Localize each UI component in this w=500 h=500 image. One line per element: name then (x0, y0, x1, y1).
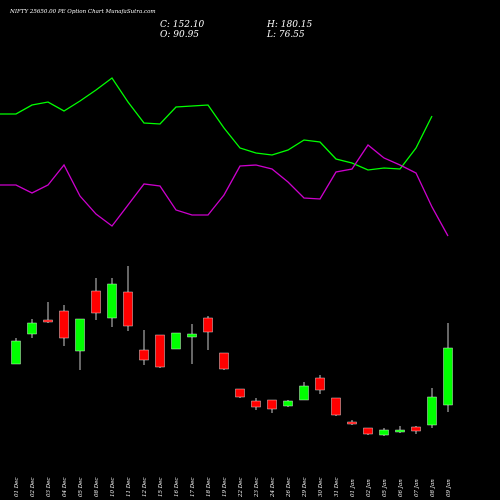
x-tick-label: 04 Dec (62, 478, 68, 498)
x-tick-label: 10 Dec (110, 478, 116, 498)
x-tick-label: 12 Dec (142, 478, 148, 498)
candles-group (11, 266, 453, 436)
candle-body (267, 399, 277, 410)
x-tick-label: 23 Dec (254, 478, 260, 499)
candle-body (331, 397, 341, 416)
x-tick-label: 02 Dec (30, 478, 36, 498)
x-tick-label: 06 Jan (398, 479, 404, 497)
x-tick-label: 30 Dec (318, 478, 324, 498)
x-tick-label: 07 Jan (414, 479, 420, 497)
x-tick-label: 08 Jan (430, 479, 436, 497)
x-tick-label: 26 Dec (286, 478, 292, 499)
candle-body (283, 400, 293, 407)
candle-body (139, 349, 149, 361)
x-tick-label: 11 Dec (126, 478, 132, 498)
candle-body (299, 385, 309, 401)
candle-body (43, 319, 53, 323)
candle-body (75, 318, 85, 352)
candle-body (219, 352, 229, 370)
candle-body (187, 333, 197, 338)
candle-body (411, 426, 421, 432)
candle-body (123, 291, 133, 327)
candle-body (363, 427, 373, 435)
x-tick-label: 03 Dec (46, 478, 52, 498)
x-tick-label: 01 Jan (350, 479, 356, 497)
candle-body (443, 347, 453, 406)
candle-body (315, 377, 325, 391)
x-tick-label: 31 Dec (334, 478, 340, 498)
x-tick-label: 09 Jan (446, 479, 452, 497)
high-value: H: 180.15 (266, 20, 313, 30)
x-tick-label: 17 Dec (190, 478, 196, 498)
candle-body (347, 421, 357, 425)
candle-body (235, 388, 245, 398)
candle-body (11, 340, 21, 365)
x-tick-label: 19 Dec (222, 478, 228, 498)
x-tick-label: 15 Dec (158, 478, 164, 498)
candle-body (395, 429, 405, 433)
x-tick-label: 18 Dec (206, 478, 212, 498)
candle-body (27, 322, 37, 335)
candle-body (251, 400, 261, 408)
close-value: C: 152.10 (160, 20, 205, 30)
x-axis-ticks: 01 Dec 02 Dec 03 Dec 04 Dec 05 Dec 08 Dec 10 D… (14, 478, 452, 499)
candle-body (91, 290, 101, 314)
x-tick-label: 05 Jan (382, 479, 388, 497)
candle-body (155, 334, 165, 368)
candle-body (427, 396, 437, 426)
x-tick-label: 05 Dec (78, 478, 84, 498)
x-tick-label: 29 Dec (302, 478, 308, 499)
candle-body (59, 310, 69, 339)
magenta-indicator-line (0, 144, 449, 237)
candle-body (107, 283, 117, 319)
candle-body (171, 332, 181, 350)
x-tick-label: 16 Dec (174, 478, 180, 498)
green-indicator-line (0, 77, 433, 171)
x-tick-label: 02 Jan (366, 479, 372, 497)
candle-body (203, 317, 213, 333)
x-tick-label: 01 Dec (14, 478, 20, 498)
x-tick-label: 08 Dec (94, 478, 100, 498)
low-value: L: 76.55 (266, 30, 305, 40)
chart-title: NIFTY 25650.00 PE Option Chart MunafaSut… (9, 9, 156, 15)
candle-body (379, 429, 389, 436)
x-tick-label: 24 Dec (270, 478, 276, 499)
open-value: O: 90.95 (160, 30, 199, 40)
x-tick-label: 22 Dec (238, 478, 244, 499)
